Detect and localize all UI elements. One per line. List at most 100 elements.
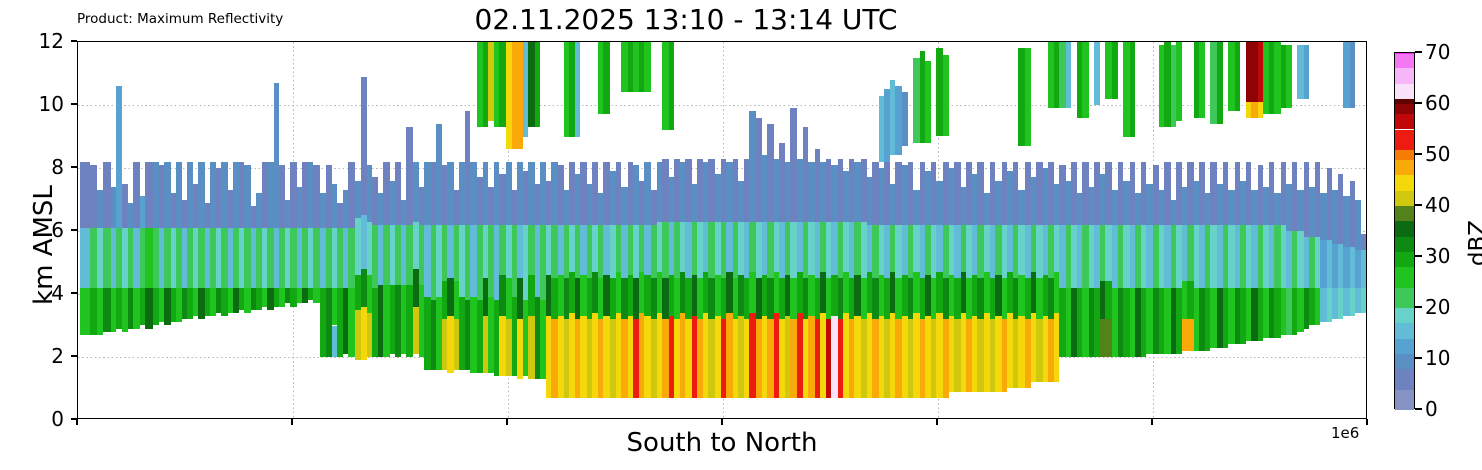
reflectivity-segment xyxy=(1274,287,1281,339)
reflectivity-segment xyxy=(1018,316,1025,389)
reflectivity-segment xyxy=(244,287,251,313)
reflectivity-segment xyxy=(1123,42,1130,137)
reflectivity-segment xyxy=(116,287,122,329)
reflectivity-segment xyxy=(176,161,182,228)
reflectivity-segment xyxy=(1176,287,1182,354)
y-tick-mark xyxy=(71,292,77,294)
reflectivity-segment xyxy=(767,221,774,279)
reflectivity-column xyxy=(949,42,954,418)
reflectivity-column xyxy=(413,42,419,418)
reflectivity-segment xyxy=(1361,234,1366,250)
reflectivity-segment xyxy=(621,278,628,320)
reflectivity-segment xyxy=(1105,281,1112,320)
reflectivity-segment xyxy=(925,60,931,143)
reflectivity-segment xyxy=(908,224,913,279)
reflectivity-segment xyxy=(326,287,332,357)
reflectivity-column xyxy=(1141,42,1146,418)
reflectivity-segment xyxy=(233,287,239,313)
reflectivity-segment xyxy=(651,190,657,225)
reflectivity-column xyxy=(580,42,587,418)
reflectivity-segment xyxy=(558,224,564,276)
reflectivity-segment xyxy=(785,161,790,222)
reflectivity-segment xyxy=(644,224,651,276)
reflectivity-segment xyxy=(884,278,890,320)
reflectivity-segment xyxy=(662,319,669,398)
reflectivity-column xyxy=(1194,42,1199,418)
reflectivity-segment xyxy=(477,177,483,225)
reflectivity-segment xyxy=(1153,164,1159,225)
reflectivity-segment xyxy=(1309,186,1315,238)
reflectivity-segment xyxy=(540,161,546,225)
reflectivity-column xyxy=(210,42,216,418)
reflectivity-segment xyxy=(1018,224,1025,276)
reflectivity-segment xyxy=(1007,312,1013,389)
reflectivity-segment xyxy=(867,271,872,313)
reflectivity-segment xyxy=(244,164,251,228)
reflectivity-segment xyxy=(221,227,228,288)
reflectivity-column xyxy=(367,42,372,418)
reflectivity-segment xyxy=(1304,45,1309,99)
reflectivity-segment xyxy=(1018,190,1025,225)
y-tick-label: 4 xyxy=(51,281,64,305)
reflectivity-segment xyxy=(401,224,406,285)
reflectivity-column xyxy=(1105,42,1112,418)
reflectivity-segment xyxy=(651,278,657,320)
reflectivity-segment xyxy=(639,180,644,225)
y-tick-mark xyxy=(71,103,77,105)
reflectivity-segment xyxy=(1036,224,1043,279)
reflectivity-segment xyxy=(1025,224,1031,279)
reflectivity-segment xyxy=(580,316,587,398)
reflectivity-segment xyxy=(954,224,961,279)
reflectivity-segment xyxy=(140,287,145,326)
reflectivity-segment xyxy=(308,227,313,288)
reflectivity-segment xyxy=(122,183,128,228)
colorbar-tick-label: 70 xyxy=(1425,40,1451,64)
reflectivity-segment xyxy=(925,171,931,225)
reflectivity-segment xyxy=(598,319,603,398)
reflectivity-segment xyxy=(1025,161,1031,225)
reflectivity-column xyxy=(1031,42,1036,418)
reflectivity-column xyxy=(1361,42,1366,418)
reflectivity-column xyxy=(762,42,767,418)
reflectivity-segment xyxy=(1105,319,1112,357)
reflectivity-segment xyxy=(961,271,966,313)
reflectivity-segment xyxy=(662,278,669,320)
reflectivity-column xyxy=(680,42,685,418)
reflectivity-column xyxy=(454,42,459,418)
reflectivity-column xyxy=(610,42,616,418)
reflectivity-segment xyxy=(140,227,145,288)
reflectivity-segment xyxy=(459,297,465,370)
reflectivity-column xyxy=(205,42,210,418)
reflectivity-segment xyxy=(808,316,815,398)
reflectivity-segment xyxy=(908,319,913,398)
reflectivity-segment xyxy=(1123,224,1130,288)
reflectivity-segment xyxy=(431,161,436,225)
reflectivity-segment xyxy=(221,287,228,317)
reflectivity-segment xyxy=(477,224,483,301)
reflectivity-segment xyxy=(1059,42,1066,109)
reflectivity-segment xyxy=(128,202,133,228)
reflectivity-segment xyxy=(815,149,820,222)
reflectivity-segment xyxy=(551,319,558,398)
reflectivity-segment xyxy=(1112,42,1118,99)
reflectivity-segment xyxy=(535,297,540,380)
reflectivity-segment xyxy=(1281,224,1286,288)
reflectivity-column xyxy=(1205,42,1210,418)
reflectivity-segment xyxy=(931,224,936,279)
colorbar-band xyxy=(1395,175,1414,191)
reflectivity-column xyxy=(685,42,692,418)
reflectivity-segment xyxy=(843,171,849,222)
reflectivity-column xyxy=(861,42,867,418)
reflectivity-segment xyxy=(308,287,313,301)
reflectivity-segment xyxy=(558,316,564,398)
reflectivity-segment xyxy=(367,164,372,222)
reflectivity-segment xyxy=(1043,275,1048,317)
reflectivity-segment xyxy=(477,42,483,128)
reflectivity-column xyxy=(1059,42,1066,418)
reflectivity-segment xyxy=(966,278,972,320)
reflectivity-segment xyxy=(103,287,111,332)
reflectivity-segment xyxy=(1071,287,1077,357)
colorbar-band xyxy=(1395,389,1414,410)
reflectivity-column xyxy=(826,42,831,418)
reflectivity-column xyxy=(1366,42,1367,418)
